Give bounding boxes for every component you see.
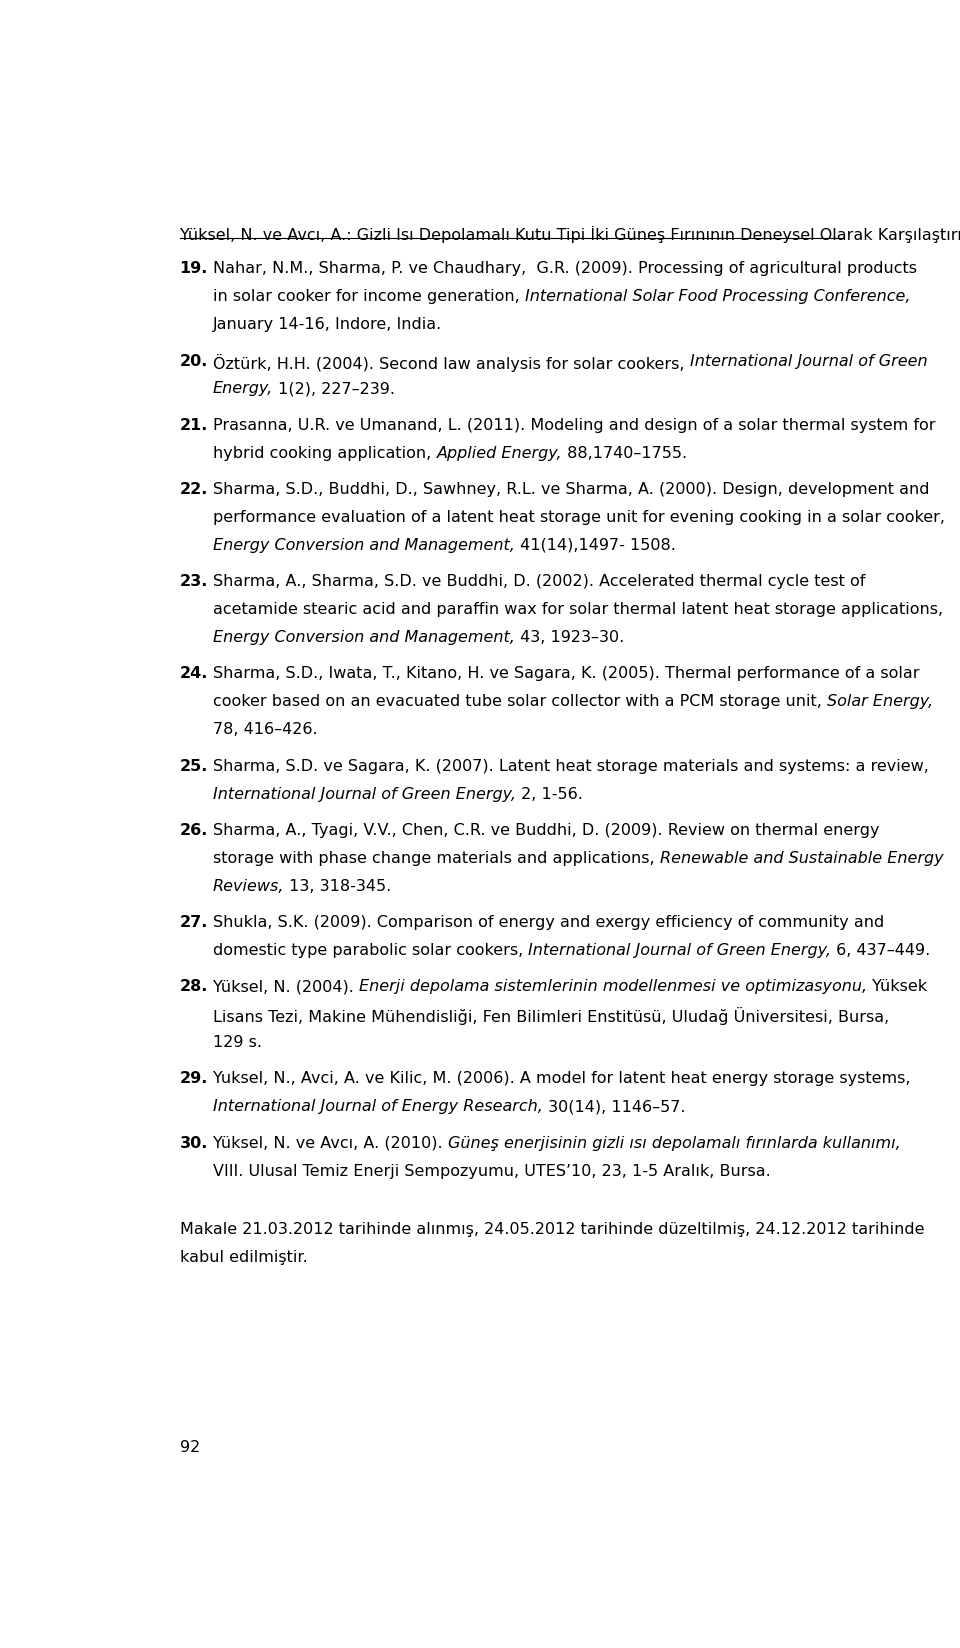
Text: 129 s.: 129 s. xyxy=(213,1035,262,1050)
Text: Lisans Tezi, Makine Mühendisliği, Fen Bilimleri Enstitüsü, Uludağ Üniversitesi, : Lisans Tezi, Makine Mühendisliği, Fen Bi… xyxy=(213,1007,889,1025)
Text: Sharma, S.D., Buddhi, D., Sawhney, R.L. ve Sharma, A. (2000). Design, developmen: Sharma, S.D., Buddhi, D., Sawhney, R.L. … xyxy=(213,481,929,496)
Text: performance evaluation of a latent heat storage unit for evening cooking in a so: performance evaluation of a latent heat … xyxy=(213,509,945,524)
Text: 23.: 23. xyxy=(180,574,208,588)
Text: Sharma, S.D., Iwata, T., Kitano, H. ve Sagara, K. (2005). Thermal performance of: Sharma, S.D., Iwata, T., Kitano, H. ve S… xyxy=(213,666,920,681)
Text: 2, 1-56.: 2, 1-56. xyxy=(516,786,583,801)
Text: Nahar, N.M., Sharma, P. ve Chaudhary,  G.R. (2009). Processing of agricultural p: Nahar, N.M., Sharma, P. ve Chaudhary, G.… xyxy=(213,260,917,277)
Text: Sharma, S.D. ve Sagara, K. (2007). Latent heat storage materials and systems: a : Sharma, S.D. ve Sagara, K. (2007). Laten… xyxy=(213,758,929,773)
Text: 29.: 29. xyxy=(180,1071,208,1086)
Text: Prasanna, U.R. ve Umanand, L. (2011). Modeling and design of a solar thermal sys: Prasanna, U.R. ve Umanand, L. (2011). Mo… xyxy=(213,417,935,432)
Text: International Solar Food Processing Conference,: International Solar Food Processing Conf… xyxy=(525,288,910,305)
Text: Energy Conversion and Management,: Energy Conversion and Management, xyxy=(213,537,515,552)
Text: Energy Conversion and Management,: Energy Conversion and Management, xyxy=(213,630,515,644)
Text: 28.: 28. xyxy=(180,979,208,994)
Text: International Journal of Energy Research,: International Journal of Energy Research… xyxy=(213,1099,542,1114)
Text: Makale 21.03.2012 tarihinde alınmış, 24.05.2012 tarihinde düzeltilmiş, 24.12.201: Makale 21.03.2012 tarihinde alınmış, 24.… xyxy=(180,1221,924,1236)
Text: Sharma, A., Sharma, S.D. ve Buddhi, D. (2002). Accelerated thermal cycle test of: Sharma, A., Sharma, S.D. ve Buddhi, D. (… xyxy=(213,574,865,588)
Text: Öztürk, H.H. (2004). Second law analysis for solar cookers,: Öztürk, H.H. (2004). Second law analysis… xyxy=(213,353,689,371)
Text: 92: 92 xyxy=(180,1439,200,1454)
Text: 41(14),1497- 1508.: 41(14),1497- 1508. xyxy=(515,537,676,552)
Text: International Journal of Green Energy,: International Journal of Green Energy, xyxy=(528,943,831,957)
Text: January 14-16, Indore, India.: January 14-16, Indore, India. xyxy=(213,316,443,331)
Text: cooker based on an evacuated tube solar collector with a PCM storage unit,: cooker based on an evacuated tube solar … xyxy=(213,694,827,709)
Text: 26.: 26. xyxy=(180,822,208,837)
Text: in solar cooker for income generation,: in solar cooker for income generation, xyxy=(213,288,525,305)
Text: Yuksel, N., Avci, A. ve Kilic, M. (2006). A model for latent heat energy storage: Yuksel, N., Avci, A. ve Kilic, M. (2006)… xyxy=(213,1071,910,1086)
Text: Yüksel, N. ve Avcı, A. (2010).: Yüksel, N. ve Avcı, A. (2010). xyxy=(213,1135,447,1150)
Text: acetamide stearic acid and paraffin wax for solar thermal latent heat storage ap: acetamide stearic acid and paraffin wax … xyxy=(213,602,943,616)
Text: 30(14), 1146–57.: 30(14), 1146–57. xyxy=(542,1099,685,1114)
Text: 25.: 25. xyxy=(180,758,208,773)
Text: 88,1740–1755.: 88,1740–1755. xyxy=(562,445,687,460)
Text: 27.: 27. xyxy=(180,915,208,929)
Text: Enerji depolama sistemlerinin modellenmesi ve optimizasyonu,: Enerji depolama sistemlerinin modellenme… xyxy=(359,979,867,994)
Text: Energy,: Energy, xyxy=(213,381,274,396)
Text: International Journal of Green: International Journal of Green xyxy=(689,353,927,368)
Text: 20.: 20. xyxy=(180,353,208,368)
Text: Solar Energy,: Solar Energy, xyxy=(827,694,933,709)
Text: kabul edilmiştir.: kabul edilmiştir. xyxy=(180,1249,307,1264)
Text: 6, 437–449.: 6, 437–449. xyxy=(831,943,930,957)
Text: Güneş enerjisinin gizli ısı depolamalı fırınlarda kullanımı,: Güneş enerjisinin gizli ısı depolamalı f… xyxy=(447,1135,900,1150)
Text: hybrid cooking application,: hybrid cooking application, xyxy=(213,445,437,460)
Text: 22.: 22. xyxy=(180,481,208,496)
Text: Renewable and Sustainable Energy: Renewable and Sustainable Energy xyxy=(660,850,944,865)
Text: Sharma, A., Tyagi, V.V., Chen, C.R. ve Buddhi, D. (2009). Review on thermal ener: Sharma, A., Tyagi, V.V., Chen, C.R. ve B… xyxy=(213,822,879,837)
Text: 78, 416–426.: 78, 416–426. xyxy=(213,722,318,737)
Text: storage with phase change materials and applications,: storage with phase change materials and … xyxy=(213,850,660,865)
Text: 1(2), 227–239.: 1(2), 227–239. xyxy=(274,381,396,396)
Text: Yüksel, N. ve Avcı, A.: Gizli Isı Depolamalı Kutu Tipi İki Güneş Fırınının Deney: Yüksel, N. ve Avcı, A.: Gizli Isı Depola… xyxy=(180,226,960,242)
Text: 30.: 30. xyxy=(180,1135,208,1150)
Text: Reviews,: Reviews, xyxy=(213,878,284,893)
Text: 21.: 21. xyxy=(180,417,208,432)
Text: 24.: 24. xyxy=(180,666,208,681)
Text: Yüksel, N. (2004).: Yüksel, N. (2004). xyxy=(213,979,359,994)
Text: 13, 318-345.: 13, 318-345. xyxy=(284,878,392,893)
Text: Applied Energy,: Applied Energy, xyxy=(437,445,562,460)
Text: VIII. Ulusal Temiz Enerji Sempozyumu, UTES’10, 23, 1-5 Aralık, Bursa.: VIII. Ulusal Temiz Enerji Sempozyumu, UT… xyxy=(213,1163,771,1178)
Text: Yüksek: Yüksek xyxy=(867,979,927,994)
Text: 19.: 19. xyxy=(180,260,208,277)
Text: domestic type parabolic solar cookers,: domestic type parabolic solar cookers, xyxy=(213,943,528,957)
Text: Shukla, S.K. (2009). Comparison of energy and exergy efficiency of community and: Shukla, S.K. (2009). Comparison of energ… xyxy=(213,915,884,929)
Text: 43, 1923–30.: 43, 1923–30. xyxy=(515,630,624,644)
Text: International Journal of Green Energy,: International Journal of Green Energy, xyxy=(213,786,516,801)
